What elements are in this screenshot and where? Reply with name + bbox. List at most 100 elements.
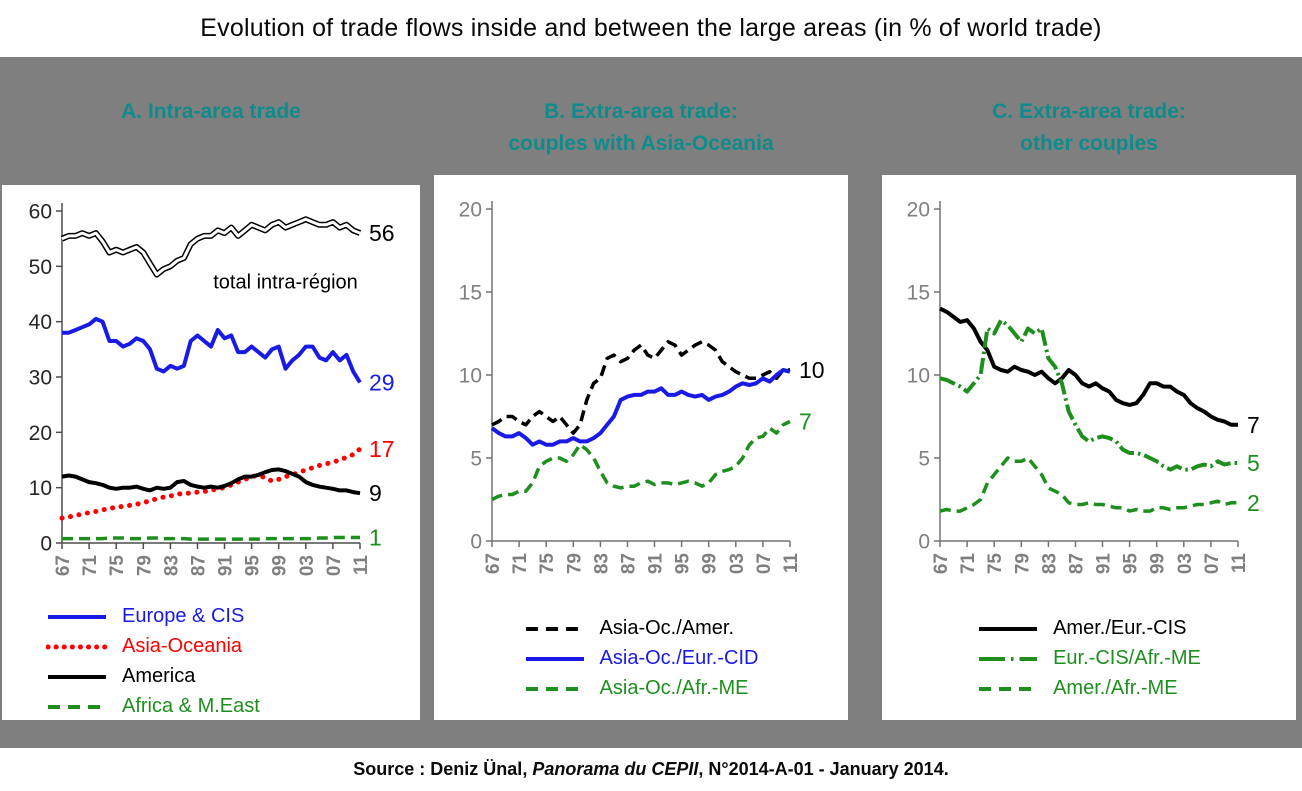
legend-label: Asia-Oc./Afr.-ME	[599, 677, 749, 699]
x-tick-label: 67	[483, 553, 504, 574]
chart-title: Evolution of trade flows inside and betw…	[200, 14, 1102, 42]
legend-line-sample-icon	[525, 656, 584, 661]
series-line	[939, 456, 1238, 513]
legend-label: Asia-Oc./Eur.-CID	[599, 647, 759, 669]
y-tick-label: 0	[40, 533, 52, 556]
x-tick-label: 87	[1067, 553, 1088, 574]
x-tick-label: 99	[270, 555, 291, 576]
series-end-value: 1	[369, 525, 382, 551]
panel-a-heading: A. Intra-area trade	[2, 96, 420, 128]
series-end-value: 7	[799, 409, 812, 435]
legend-line-sample-icon	[979, 626, 1038, 631]
legend-item: Asia-Oc./Eur.-CID	[524, 647, 759, 670]
series-end-value: 2	[1247, 490, 1260, 516]
x-tick-label: 95	[673, 553, 694, 575]
x-tick-label: 91	[216, 555, 237, 577]
panel-a-heading-line1: A. Intra-area trade	[121, 100, 301, 123]
x-tick-label: 75	[107, 555, 128, 577]
extra-area-asia-oceania-chart: 0 5 10 15 20 67 71 75 79 83 87 91 95 99 03 07 11 10 7	[459, 199, 825, 575]
x-tick-label: 79	[134, 555, 155, 576]
x-tick-label: 03	[1175, 553, 1196, 574]
legend-item: Asia-Oceania	[46, 635, 260, 658]
x-tick-label: 67	[931, 553, 952, 574]
y-tick-label: 40	[29, 311, 52, 334]
legend-line-sample-icon	[525, 686, 584, 691]
panel-b-heading-line2: couples with Asia-Oceania	[508, 131, 774, 155]
x-tick-label: 71	[958, 553, 979, 575]
legend-label: Asia-Oc./Amer.	[599, 617, 735, 639]
x-tick-label: 79	[1012, 553, 1033, 574]
source-band: Source : Deniz Ünal, Panorama du CEPII, …	[0, 748, 1302, 791]
legend-line-sample-icon	[48, 674, 106, 679]
y-tick-label: 5	[470, 448, 482, 471]
source-suffix: , N°2014-A-01 - January 2014.	[698, 759, 949, 779]
x-tick-label: 03	[727, 553, 748, 574]
source-publication: Panorama du CEPII	[532, 759, 699, 779]
y-tick-label: 0	[470, 531, 482, 554]
series-end-value: 9	[369, 480, 382, 506]
y-tick-label: 50	[29, 256, 52, 279]
x-tick-label: 91	[1094, 553, 1115, 575]
y-tick-label: 5	[918, 448, 930, 471]
series-annotation: total intra-région	[213, 272, 358, 294]
series-end-value: 29	[369, 370, 395, 396]
panel-c-heading: C. Extra-area trade: other couples	[882, 96, 1296, 159]
x-tick-label: 07	[324, 555, 345, 576]
series-end-value: 56	[369, 220, 395, 246]
legend-item: Asia-Oc./Afr.-ME	[524, 677, 759, 700]
x-tick-label: 75	[985, 553, 1006, 575]
legend-label: Eur.-CIS/Afr.-ME	[1053, 647, 1201, 669]
legend-item: America	[46, 665, 260, 688]
series-end-value: 5	[1247, 450, 1260, 476]
x-tick-label: 07	[754, 553, 775, 574]
y-tick-label: 10	[907, 365, 930, 388]
series-line-inner	[61, 217, 361, 277]
x-tick-label: 87	[189, 555, 210, 576]
y-tick-label: 30	[29, 367, 52, 390]
legend-item: Asia-Oc./Amer.	[524, 617, 759, 640]
x-tick-label: 83	[161, 555, 182, 576]
x-tick-label: 11	[1229, 553, 1250, 574]
panel-b-heading: B. Extra-area trade: couples with Asia-O…	[434, 96, 848, 159]
x-tick-label: 99	[700, 553, 721, 574]
series-line	[939, 318, 1238, 472]
x-tick-label: 71	[510, 553, 531, 575]
legend-item: Amer./Eur.-CIS	[977, 617, 1201, 640]
legend-line-sample-icon	[48, 614, 106, 619]
series-line	[62, 535, 360, 541]
panel-b-heading-line1: B. Extra-area trade:	[544, 100, 738, 123]
x-tick-label: 03	[297, 555, 318, 576]
x-tick-label: 95	[243, 555, 264, 577]
legend-label: America	[122, 665, 196, 687]
series-line	[939, 306, 1238, 427]
series-line	[491, 340, 790, 435]
legend-label: Amer./Afr.-ME	[1053, 677, 1178, 699]
y-tick-label: 20	[29, 422, 52, 445]
y-tick-label: 15	[907, 282, 930, 305]
y-tick-label: 20	[907, 199, 930, 222]
series-line	[62, 316, 362, 384]
x-tick-label: 83	[591, 553, 612, 574]
legend-item: Eur.-CIS/Afr.-ME	[977, 647, 1201, 670]
series-line	[61, 467, 361, 496]
series-line	[59, 446, 363, 521]
x-tick-label: 75	[537, 553, 558, 575]
x-tick-label: 07	[1202, 553, 1223, 574]
legend-item: Europe & CIS	[46, 605, 260, 628]
legend-label: Africa & M.East	[122, 695, 260, 717]
x-tick-label: 87	[619, 553, 640, 574]
series-line	[491, 419, 791, 502]
y-tick-label: 60	[29, 201, 52, 224]
legend-label: Europe & CIS	[122, 605, 245, 627]
source-note: Source : Deniz Ünal, Panorama du CEPII, …	[353, 759, 948, 780]
x-tick-label: 99	[1148, 553, 1169, 574]
intra-area-legend: Europe & CIS Asia-Oceania America Africa & …	[46, 605, 260, 718]
x-tick-label: 71	[80, 555, 101, 577]
legend-item: Africa & M.East	[46, 695, 260, 718]
y-tick-label: 20	[459, 199, 482, 222]
y-tick-label: 0	[918, 531, 930, 554]
x-tick-label: 83	[1039, 553, 1060, 574]
series-end-value: 7	[1247, 412, 1260, 438]
